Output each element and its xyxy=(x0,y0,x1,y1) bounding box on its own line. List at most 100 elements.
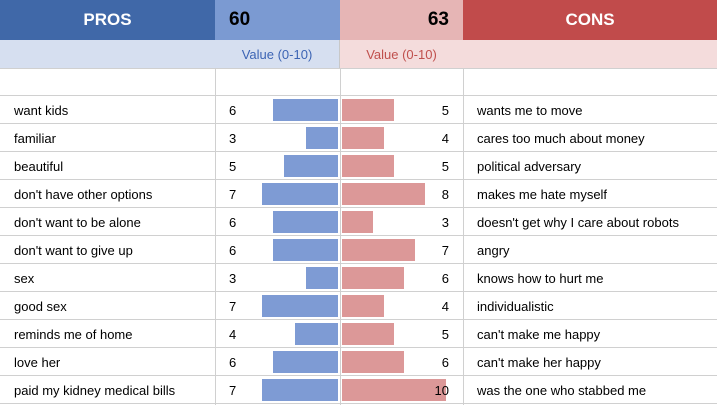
cons-header-label: CONS xyxy=(565,10,615,29)
gridline-vertical xyxy=(463,68,464,405)
table-row: love her 6 6 can't make her happy xyxy=(0,348,717,376)
pro-value-cell[interactable]: 6 xyxy=(215,236,340,264)
con-item-cell[interactable]: angry xyxy=(477,242,510,258)
pro-value-bar xyxy=(306,267,338,289)
pro-value-number: 6 xyxy=(229,354,237,370)
table-row: don't have other options 7 8 makes me hate … xyxy=(0,180,717,208)
con-value-cell[interactable]: 3 xyxy=(340,208,463,236)
con-item-cell[interactable]: can't make her happy xyxy=(477,354,601,370)
blank-row[interactable] xyxy=(0,68,717,96)
pro-value-bar xyxy=(262,295,338,317)
table-row: familiar 3 4 cares too much about money xyxy=(0,124,717,152)
cons-header-cell[interactable]: CONS xyxy=(463,0,717,40)
pro-value-cell[interactable]: 6 xyxy=(215,348,340,376)
con-value-number: 8 xyxy=(441,186,449,202)
cons-total-value: 63 xyxy=(427,9,449,30)
con-value-bar xyxy=(342,323,394,345)
cons-subheader-blank-cell[interactable] xyxy=(463,40,717,68)
pro-value-cell[interactable]: 3 xyxy=(215,124,340,152)
con-value-number: 3 xyxy=(441,214,449,230)
pros-total-value: 60 xyxy=(229,9,251,30)
pro-item-cell[interactable]: good sex xyxy=(14,298,67,314)
pro-value-cell[interactable]: 7 xyxy=(215,292,340,320)
pro-value-cell[interactable]: 6 xyxy=(215,208,340,236)
pro-item-cell[interactable]: love her xyxy=(14,354,61,370)
pros-header-label: PROS xyxy=(83,10,132,29)
pro-value-cell[interactable]: 7 xyxy=(215,376,340,404)
pro-value-number: 7 xyxy=(229,382,237,398)
pro-value-cell[interactable]: 3 xyxy=(215,264,340,292)
con-item-cell[interactable]: cares too much about money xyxy=(477,130,645,146)
pro-item-cell[interactable]: don't have other options xyxy=(14,186,153,202)
con-value-bar xyxy=(342,211,373,233)
cons-value-header-cell[interactable]: Value (0-10) xyxy=(340,40,463,68)
pro-item-cell[interactable]: familiar xyxy=(14,130,56,146)
table-row: beautiful 5 5 political adversary xyxy=(0,152,717,180)
table-row: reminds me of home 4 5 can't make me happy xyxy=(0,320,717,348)
con-value-cell[interactable]: 5 xyxy=(340,96,463,124)
table-row: sex 3 6 knows how to hurt me xyxy=(0,264,717,292)
pro-value-number: 5 xyxy=(229,158,237,174)
pro-value-cell[interactable]: 4 xyxy=(215,320,340,348)
pro-value-bar xyxy=(284,155,338,177)
con-value-bar xyxy=(342,351,404,373)
pro-value-cell[interactable]: 7 xyxy=(215,180,340,208)
con-value-number: 5 xyxy=(441,102,449,118)
con-value-cell[interactable]: 10 xyxy=(340,376,463,404)
con-value-number: 4 xyxy=(441,298,449,314)
pro-item-cell[interactable]: don't want to give up xyxy=(14,242,133,258)
cons-value-header-label: Value (0-10) xyxy=(366,46,437,62)
con-value-cell[interactable]: 8 xyxy=(340,180,463,208)
pro-value-number: 7 xyxy=(229,186,237,202)
pro-value-bar xyxy=(295,323,338,345)
pros-total-cell[interactable]: 60 xyxy=(215,0,340,40)
table-row: good sex 7 4 individualistic xyxy=(0,292,717,320)
pro-item-cell[interactable]: reminds me of home xyxy=(14,326,133,342)
con-item-cell[interactable]: can't make me happy xyxy=(477,326,601,342)
con-item-cell[interactable]: doesn't get why I care about robots xyxy=(477,214,679,230)
con-value-bar xyxy=(342,379,446,401)
pros-value-header-cell[interactable]: Value (0-10) xyxy=(215,40,340,68)
con-item-cell[interactable]: political adversary xyxy=(477,158,582,174)
con-value-bar xyxy=(342,239,415,261)
table-row: want kids 6 5 wants me to move xyxy=(0,96,717,124)
con-value-cell[interactable]: 4 xyxy=(340,124,463,152)
con-value-number: 6 xyxy=(441,270,449,286)
con-value-cell[interactable]: 5 xyxy=(340,152,463,180)
con-value-number: 7 xyxy=(441,242,449,258)
pro-item-cell[interactable]: sex xyxy=(14,270,35,286)
pro-value-number: 6 xyxy=(229,214,237,230)
pro-value-bar xyxy=(262,183,338,205)
cons-total-cell[interactable]: 63 xyxy=(340,0,463,40)
pro-value-cell[interactable]: 6 xyxy=(215,96,340,124)
con-value-cell[interactable]: 4 xyxy=(340,292,463,320)
con-value-cell[interactable]: 6 xyxy=(340,264,463,292)
pro-item-cell[interactable]: beautiful xyxy=(14,158,64,174)
con-item-cell[interactable]: makes me hate myself xyxy=(477,186,608,202)
pro-item-cell[interactable]: don't want to be alone xyxy=(14,214,141,230)
con-value-cell[interactable]: 5 xyxy=(340,320,463,348)
pros-subheader-blank-cell[interactable] xyxy=(0,40,215,68)
pro-value-bar xyxy=(273,211,338,233)
pro-value-cell[interactable]: 5 xyxy=(215,152,340,180)
con-item-cell[interactable]: was the one who stabbed me xyxy=(477,382,647,398)
pro-value-bar xyxy=(273,351,338,373)
con-item-cell[interactable]: knows how to hurt me xyxy=(477,270,604,286)
pro-item-cell[interactable]: want kids xyxy=(14,102,69,118)
con-value-cell[interactable]: 6 xyxy=(340,348,463,376)
pro-value-number: 4 xyxy=(229,326,237,342)
pro-value-number: 6 xyxy=(229,102,237,118)
con-value-bar xyxy=(342,183,425,205)
con-value-bar xyxy=(342,99,394,121)
con-item-cell[interactable]: wants me to move xyxy=(477,102,583,118)
con-value-cell[interactable]: 7 xyxy=(340,236,463,264)
pro-value-bar xyxy=(273,99,338,121)
con-value-number: 5 xyxy=(441,326,449,342)
pro-value-bar xyxy=(273,239,338,261)
pros-header-cell[interactable]: PROS xyxy=(0,0,215,40)
pros-value-header-label: Value (0-10) xyxy=(241,46,313,62)
pro-item-cell[interactable]: paid my kidney medical bills xyxy=(14,382,176,398)
con-item-cell[interactable]: individualistic xyxy=(477,298,554,314)
gridline-vertical xyxy=(215,68,216,405)
con-value-bar xyxy=(342,155,394,177)
